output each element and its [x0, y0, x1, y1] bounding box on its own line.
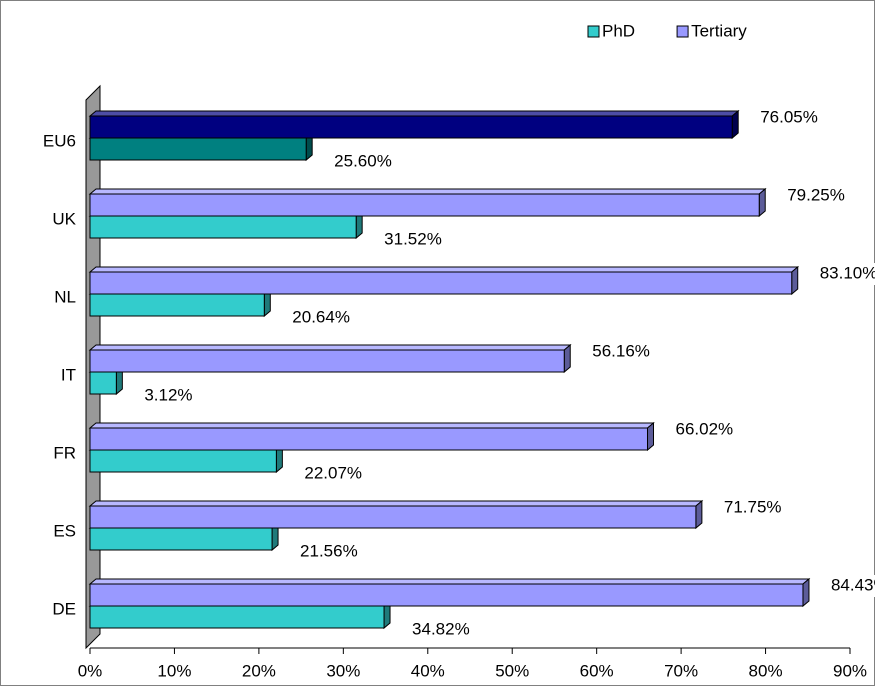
bar-side [563, 343, 571, 374]
value-label: 83.10% [820, 263, 875, 282]
value-label-bg [381, 229, 445, 251]
x-tick-label: 60% [580, 661, 614, 680]
value-label: 21.56% [300, 541, 358, 560]
bar [89, 449, 277, 473]
value-label-bg [720, 497, 785, 519]
legend-swatch [676, 25, 689, 38]
bar-top [88, 188, 767, 195]
y-tick-label: ES [53, 521, 76, 540]
bar [89, 583, 804, 607]
bar-side [731, 109, 739, 140]
value-label: 76.05% [760, 107, 818, 126]
bar [89, 115, 733, 139]
bar [89, 293, 265, 317]
y-tick-label: FR [53, 443, 76, 462]
bar [89, 371, 117, 395]
bar-top [88, 110, 740, 117]
bar-side [695, 499, 703, 530]
bar-top [88, 422, 655, 429]
value-label: 56.16% [592, 341, 650, 360]
y-tick-label: DE [52, 599, 76, 618]
value-label-bg [409, 619, 473, 641]
x-tick-label: 20% [242, 661, 276, 680]
value-label: 34.82% [412, 619, 470, 638]
value-label: 3.12% [144, 385, 192, 404]
value-label: 71.75% [724, 497, 782, 516]
legend-swatch [587, 25, 600, 38]
bar-side [791, 265, 799, 296]
x-tick-label: 80% [749, 661, 783, 680]
value-label-bg [297, 541, 361, 563]
legend-label: Tertiary [691, 21, 747, 40]
bar [89, 271, 793, 295]
x-tick-label: 90% [833, 661, 867, 680]
bar-top [88, 500, 704, 507]
bar [89, 137, 307, 161]
value-label: 79.25% [787, 185, 845, 204]
bar-top [88, 266, 800, 273]
x-tick-label: 10% [157, 661, 191, 680]
y-tick-label: IT [61, 365, 76, 384]
value-label-bg [141, 385, 196, 407]
value-label-bg [301, 463, 366, 485]
value-label: 22.07% [304, 463, 362, 482]
bar [89, 605, 385, 629]
value-label-bg [672, 419, 737, 441]
value-label-bg [289, 307, 353, 329]
bar [89, 193, 760, 217]
y-tick-label: EU6 [43, 131, 76, 150]
bar-side [802, 577, 810, 608]
value-label: 66.02% [676, 419, 734, 438]
bar [89, 427, 649, 451]
x-tick-label: 30% [326, 661, 360, 680]
x-tick-label: 40% [411, 661, 445, 680]
bar [89, 527, 273, 551]
bar-top [88, 344, 572, 351]
x-tick-label: 50% [495, 661, 529, 680]
bar [89, 349, 565, 373]
bar-side [758, 187, 766, 218]
value-label-bg [827, 575, 875, 597]
bar [89, 505, 697, 529]
x-tick-label: 70% [664, 661, 698, 680]
legend-label: PhD [602, 21, 635, 40]
value-label: 25.60% [334, 151, 392, 170]
x-tick-label: 0% [78, 661, 103, 680]
bar [89, 215, 357, 239]
value-label-bg [331, 151, 395, 173]
y-tick-label: UK [52, 209, 76, 228]
value-label-bg [589, 341, 653, 363]
value-label-bg [784, 185, 848, 207]
value-label: 31.52% [384, 229, 442, 248]
value-label: 84.43% [831, 575, 875, 594]
value-label-bg [757, 107, 821, 129]
value-label: 20.64% [292, 307, 350, 326]
y-tick-label: NL [54, 287, 76, 306]
value-label-bg [816, 263, 875, 285]
bar-side [647, 421, 655, 452]
bar-top [88, 578, 811, 585]
